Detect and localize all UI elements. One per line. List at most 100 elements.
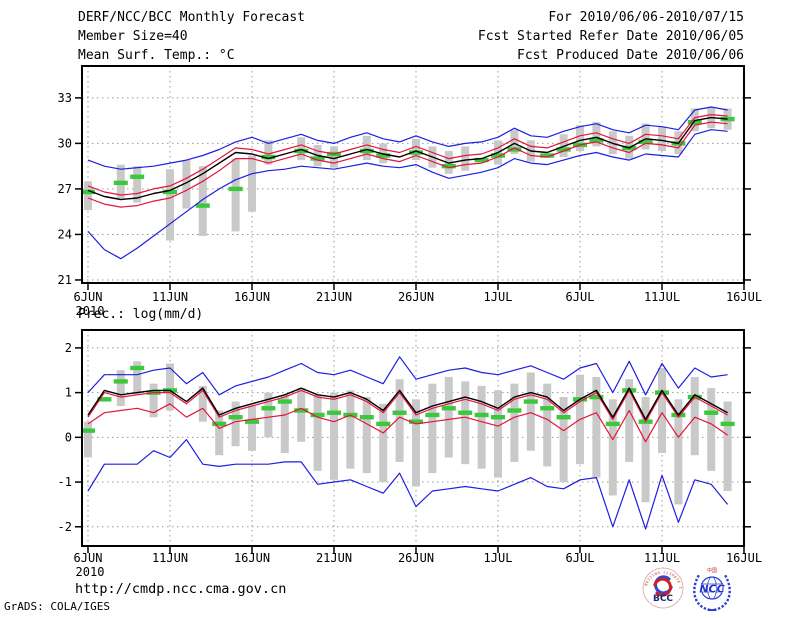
- green-dash-marker: [228, 186, 243, 192]
- spread-bar: [166, 169, 174, 241]
- spread-bar: [592, 122, 601, 147]
- spread-bar: [330, 392, 338, 480]
- green-dash-marker: [507, 408, 522, 413]
- green-dash-marker: [540, 153, 555, 158]
- spread-bar: [526, 372, 535, 451]
- spread-bar: [198, 166, 207, 236]
- spread-bar: [494, 390, 502, 478]
- green-dash-marker: [523, 399, 538, 404]
- spread-bar: [182, 160, 191, 209]
- spread-bar: [641, 397, 650, 503]
- spread-bar: [690, 376, 699, 456]
- spread-bar: [592, 376, 601, 478]
- spread-bar: [510, 383, 519, 462]
- spread-bar: [313, 394, 322, 471]
- green-dash-marker: [474, 412, 489, 418]
- spread-bar: [264, 392, 273, 438]
- green-dash-marker: [294, 408, 309, 413]
- green-dash-marker: [261, 406, 276, 411]
- green-dash-marker: [491, 415, 505, 420]
- green-dash-marker: [113, 180, 128, 186]
- green-dash-marker: [130, 174, 145, 179]
- series-line-lower-red-band: [87, 121, 728, 208]
- spread-bar: [412, 138, 420, 161]
- green-dash-marker: [704, 410, 719, 415]
- spread-bar: [297, 137, 306, 161]
- spread-bar: [280, 394, 289, 453]
- series-line-lower-red-band: [87, 403, 728, 443]
- spread-bar: [346, 390, 355, 469]
- x-tick-label: 16JUN: [234, 551, 270, 565]
- x-tick-label: 6JUL: [566, 551, 595, 565]
- green-dash-marker: [556, 415, 571, 420]
- green-dash-marker: [441, 406, 456, 411]
- green-dash-marker: [310, 412, 325, 418]
- spread-bar: [379, 403, 388, 483]
- x-tick-label: 26JUN: [398, 290, 434, 304]
- green-dash-marker: [409, 150, 423, 155]
- spread-bar: [166, 363, 174, 411]
- ncc-wreath-left: [693, 574, 711, 612]
- green-dash-marker: [392, 410, 407, 415]
- spread-bar: [231, 401, 240, 447]
- spread-bar: [149, 383, 158, 418]
- spread-bar: [84, 421, 92, 458]
- plot-border: [81, 65, 745, 284]
- series-line-upper-red-band: [87, 113, 728, 196]
- green-dash-marker: [261, 154, 276, 160]
- x-tick-label: 1JUL: [484, 290, 513, 304]
- x-tick-label: 11JUL: [644, 290, 680, 304]
- spread-bar: [428, 383, 437, 474]
- green-dash-marker: [540, 406, 555, 411]
- spread-bar: [395, 379, 404, 462]
- green-dash-marker: [425, 412, 440, 418]
- ncc-wreath-right: [713, 574, 731, 612]
- x-tick-label: 21JUN: [316, 551, 352, 565]
- green-dash-marker: [277, 399, 292, 404]
- spread-bar: [707, 388, 716, 471]
- spread-bar: [543, 383, 552, 467]
- x-axis-year-label: 2010: [76, 304, 105, 318]
- spread-bar: [461, 146, 470, 171]
- plot-border: [81, 329, 745, 547]
- spread-bar: [658, 368, 666, 453]
- green-dash-marker: [97, 397, 112, 402]
- series-line-lower-blue-envelope: [87, 129, 728, 260]
- green-dash-marker: [491, 153, 505, 158]
- series-line-upper-blue-envelope: [87, 106, 728, 170]
- spread-bar: [297, 388, 306, 442]
- green-dash-marker: [130, 365, 145, 371]
- y-tick-label: 24: [58, 227, 72, 241]
- spread-bar: [723, 401, 732, 491]
- spread-bar: [362, 397, 371, 474]
- series-line-upper-red-band: [87, 389, 728, 423]
- spread-bar: [379, 143, 388, 164]
- bcc-label: BCC: [653, 594, 673, 604]
- ncc-top-text: 中国: [707, 567, 717, 574]
- spread-bar: [690, 108, 699, 132]
- series-line-lower-blue-envelope: [87, 439, 729, 530]
- ncc-label: NCC: [699, 583, 724, 596]
- green-dash-marker: [81, 428, 95, 433]
- spread-bar: [116, 370, 125, 407]
- spread-bar: [477, 385, 486, 469]
- spread-bar: [641, 123, 650, 150]
- green-dash-marker: [409, 419, 423, 424]
- spread-bar: [248, 406, 256, 451]
- spread-bar: [510, 129, 519, 155]
- forecast-range-label: For 2010/06/06-2010/07/15: [548, 10, 744, 25]
- x-tick-label: 1JUL: [484, 551, 513, 565]
- x-tick-label: 16JUN: [234, 290, 270, 304]
- bcc-logo-icon: BEIJING CLIMATE CENTER BCC: [640, 566, 684, 609]
- green-dash-marker: [310, 156, 325, 161]
- spread-bar: [231, 158, 240, 232]
- spread-bar: [444, 376, 453, 458]
- spread-bar: [264, 140, 273, 165]
- spread-bar: [133, 166, 142, 203]
- green-dash-marker: [113, 379, 128, 384]
- green-dash-marker: [376, 153, 391, 158]
- x-tick-label: 11JUL: [644, 551, 680, 565]
- y-tick-label: 27: [58, 182, 72, 196]
- x-tick-label: 11JUN: [152, 290, 188, 304]
- green-dash-marker: [294, 148, 309, 154]
